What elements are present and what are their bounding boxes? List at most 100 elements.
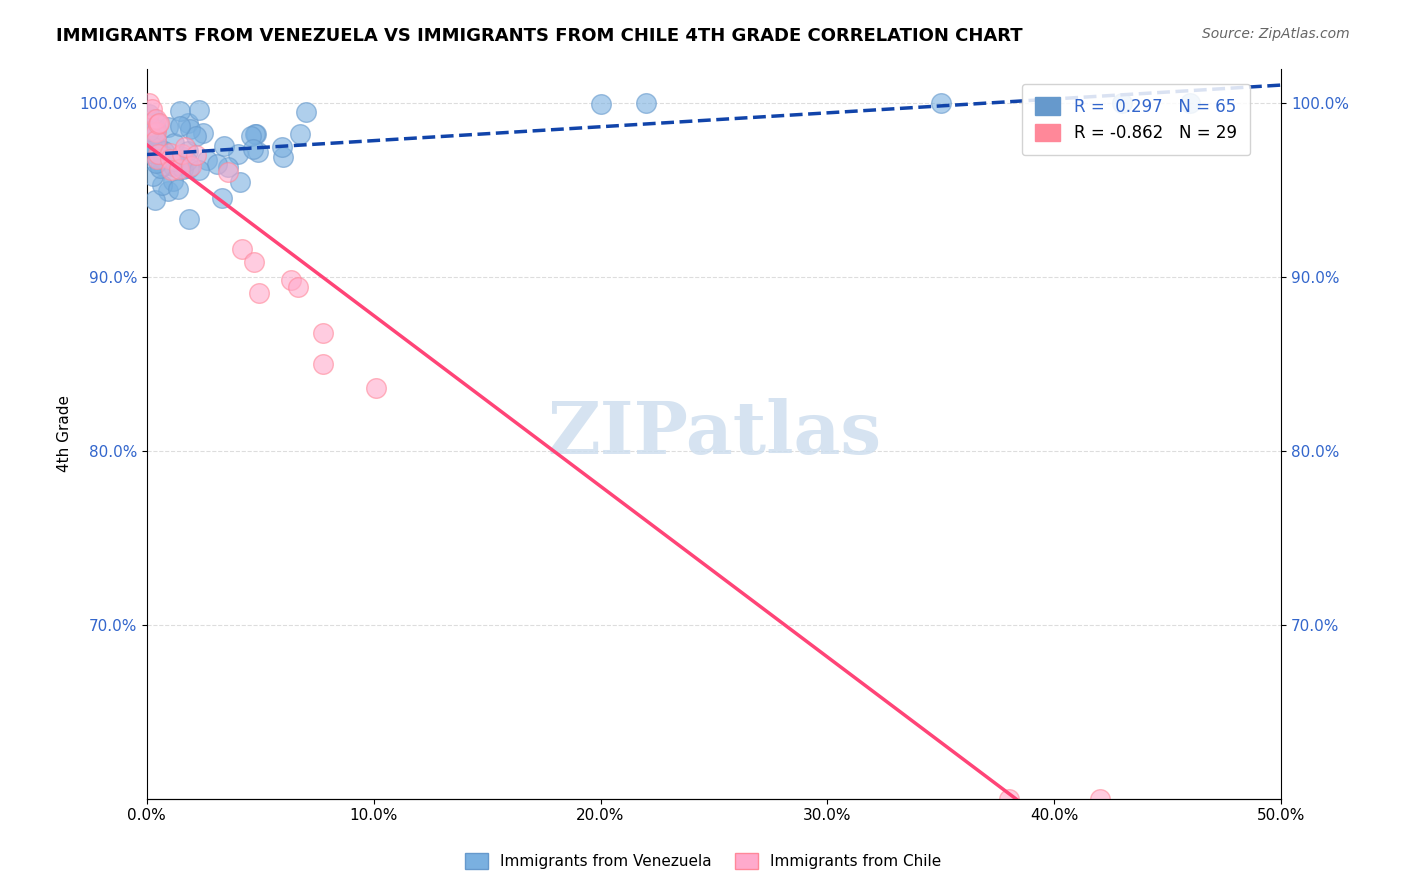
Point xyxy=(294,104,316,119)
Point xyxy=(212,139,235,153)
Point xyxy=(146,137,169,152)
Point xyxy=(226,147,249,161)
Point xyxy=(273,151,295,165)
Point xyxy=(141,102,163,116)
Point xyxy=(180,159,202,173)
Point xyxy=(148,116,170,130)
Point xyxy=(167,158,190,172)
Point xyxy=(145,125,167,139)
Point xyxy=(152,152,174,166)
Point xyxy=(179,122,201,136)
Point xyxy=(169,149,191,163)
Legend: Immigrants from Venezuela, Immigrants from Chile: Immigrants from Venezuela, Immigrants fr… xyxy=(458,847,948,875)
Point xyxy=(188,103,211,118)
Point xyxy=(231,242,253,256)
Point xyxy=(170,146,193,161)
Point xyxy=(1088,791,1111,805)
Point xyxy=(188,163,211,178)
Point xyxy=(149,161,172,175)
Point xyxy=(589,97,612,112)
Point xyxy=(159,162,181,177)
Point xyxy=(159,146,181,161)
Point xyxy=(246,145,269,160)
Point xyxy=(159,152,181,166)
Point xyxy=(152,144,174,158)
Point xyxy=(145,133,167,147)
Point xyxy=(312,326,335,341)
Point xyxy=(145,121,167,136)
Point xyxy=(634,96,657,111)
Point xyxy=(195,153,218,168)
Point xyxy=(152,148,174,162)
Point xyxy=(169,104,191,119)
Point xyxy=(205,157,228,171)
Point xyxy=(162,159,184,173)
Point xyxy=(247,286,270,301)
Point xyxy=(141,138,163,153)
Point xyxy=(166,181,188,195)
Point xyxy=(162,174,184,188)
Point xyxy=(167,161,190,176)
Point xyxy=(152,178,174,192)
Point xyxy=(145,156,167,170)
Point xyxy=(148,147,170,161)
Point xyxy=(156,120,179,134)
Point xyxy=(145,152,167,166)
Point xyxy=(217,161,239,175)
Point xyxy=(245,127,267,141)
Point xyxy=(243,128,266,142)
Point xyxy=(143,194,166,208)
Point xyxy=(138,124,160,138)
Point xyxy=(145,138,167,153)
Y-axis label: 4th Grade: 4th Grade xyxy=(58,395,72,472)
Point xyxy=(138,96,160,111)
Point xyxy=(1111,96,1133,111)
Text: Source: ZipAtlas.com: Source: ZipAtlas.com xyxy=(1202,27,1350,41)
Point xyxy=(163,136,186,150)
Point xyxy=(138,107,160,121)
Point xyxy=(998,791,1021,805)
Point xyxy=(139,145,162,160)
Point xyxy=(176,145,198,159)
Point xyxy=(364,381,387,395)
Point xyxy=(152,159,174,173)
Point xyxy=(270,139,292,153)
Point xyxy=(157,185,180,199)
Point xyxy=(143,126,166,140)
Point xyxy=(176,154,198,169)
Text: IMMIGRANTS FROM VENEZUELA VS IMMIGRANTS FROM CHILE 4TH GRADE CORRELATION CHART: IMMIGRANTS FROM VENEZUELA VS IMMIGRANTS … xyxy=(56,27,1024,45)
Point xyxy=(929,96,952,111)
Point xyxy=(172,162,194,177)
Point xyxy=(138,121,160,136)
Point xyxy=(142,112,165,127)
Point xyxy=(145,112,167,127)
Point xyxy=(177,116,200,130)
Point xyxy=(1180,96,1202,111)
Point xyxy=(177,161,200,175)
Point xyxy=(288,128,311,142)
Point xyxy=(169,119,191,133)
Point xyxy=(184,147,207,161)
Text: ZIPatlas: ZIPatlas xyxy=(547,398,882,469)
Point xyxy=(179,211,201,226)
Point xyxy=(142,169,165,183)
Point xyxy=(280,273,302,287)
Point xyxy=(239,128,262,143)
Point xyxy=(143,138,166,153)
Point xyxy=(242,142,264,156)
Point xyxy=(173,140,195,154)
Point xyxy=(229,175,252,189)
Point xyxy=(287,279,309,293)
Point xyxy=(138,139,160,153)
Point xyxy=(146,155,169,169)
Legend: R =  0.297   N = 65, R = -0.862   N = 29: R = 0.297 N = 65, R = -0.862 N = 29 xyxy=(1022,84,1250,155)
Point xyxy=(138,118,160,132)
Point xyxy=(211,191,233,205)
Point xyxy=(184,128,207,143)
Point xyxy=(217,164,239,178)
Point xyxy=(146,117,169,131)
Point xyxy=(243,255,266,269)
Point xyxy=(162,154,184,169)
Point xyxy=(312,357,335,371)
Point xyxy=(191,126,214,140)
